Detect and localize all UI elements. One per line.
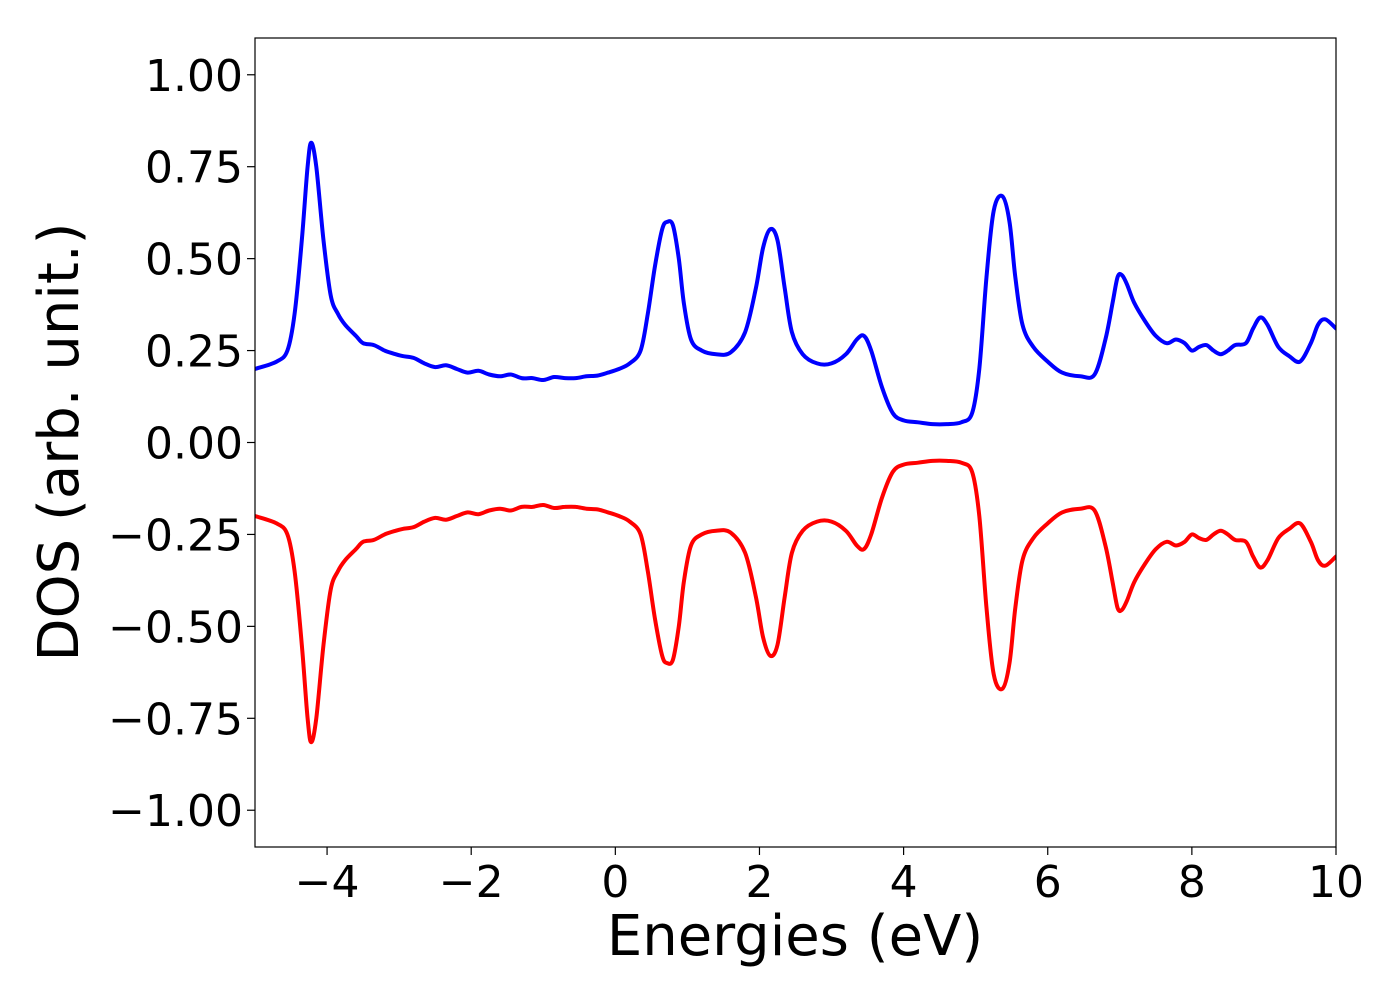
x-tick-label: 2 (745, 857, 773, 908)
y-tick-label: −1.00 (108, 786, 243, 837)
y-tick-label: 0.00 (145, 419, 243, 470)
series-line-2 (255, 458, 1336, 745)
y-tick-label: 1.00 (145, 51, 243, 102)
x-tick-label: 6 (1034, 857, 1062, 908)
y-axis: 1.00 0.75 0.50 0.25 0.00 −0.25 −0.50 −0.75 −1.00 (108, 51, 255, 837)
y-axis-label: DOS (arb. unit.) (27, 222, 92, 661)
x-tick-label: 8 (1178, 857, 1206, 908)
x-tick-label: 0 (601, 857, 629, 908)
y-tick-label: −0.25 (108, 510, 243, 561)
y-tick-label: −0.75 (108, 694, 243, 745)
y-tick-label: 0.75 (145, 143, 243, 194)
x-tick-label: 4 (890, 857, 918, 908)
series-line-1 (255, 140, 1336, 427)
series-layer (255, 140, 1336, 745)
y-tick-label: −0.50 (108, 602, 243, 653)
plot-frame (254, 37, 1337, 848)
x-tick-label: −4 (295, 857, 360, 908)
x-tick-label: 10 (1308, 857, 1364, 908)
x-axis-label: Energies (eV) (607, 904, 983, 969)
x-tick-label: −2 (439, 857, 504, 908)
y-tick-label: 0.50 (145, 235, 243, 286)
x-axis: −4 −2 0 2 4 6 8 10 (295, 847, 1364, 908)
y-tick-label: 0.25 (145, 327, 243, 378)
